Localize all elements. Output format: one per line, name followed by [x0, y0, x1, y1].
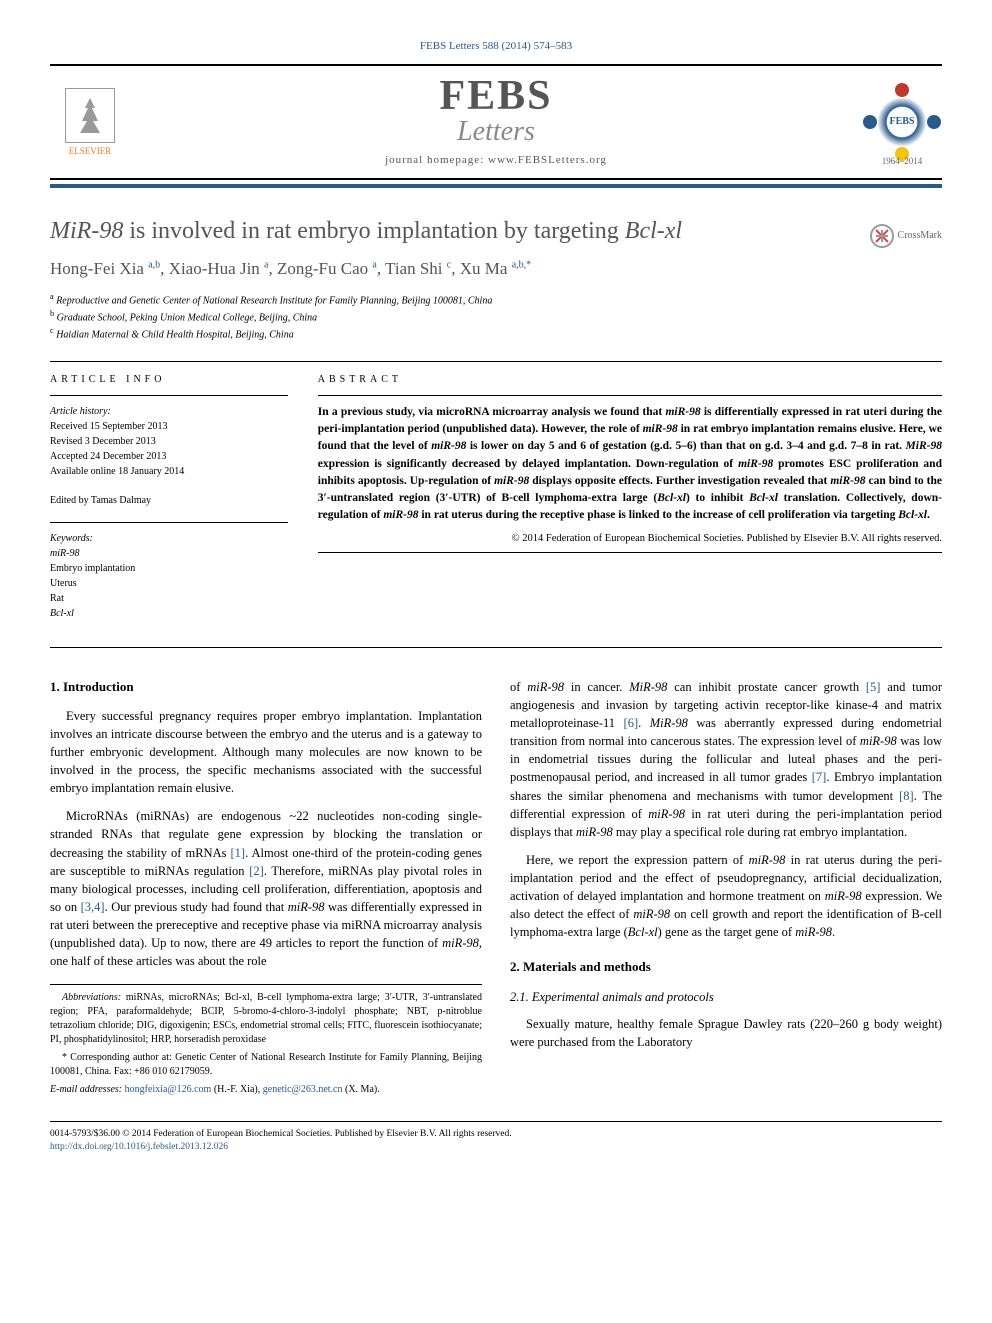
abstract-column: ABSTRACT In a previous study, via microR…	[300, 362, 942, 647]
page-footer: 0014-5793/$36.00 © 2014 Federation of Eu…	[50, 1121, 942, 1153]
footnotes: Abbreviations: miRNAs, microRNAs; Bcl-xl…	[50, 984, 482, 1097]
methods-para-1: Sexually mature, healthy female Sprague …	[510, 1015, 942, 1051]
section-2-heading: 2. Materials and methods	[510, 958, 942, 977]
journal-logo-sub: Letters	[385, 116, 607, 148]
journal-reference: FEBS Letters 588 (2014) 574–583	[50, 40, 942, 52]
author-list: Hong-Fei Xia a,b, Xiao-Hua Jin a, Zong-F…	[50, 259, 942, 279]
history-title: Article history:	[50, 404, 288, 419]
abbreviations-footnote: Abbreviations: miRNAs, microRNAs; Bcl-xl…	[50, 991, 482, 1047]
email-footnote: E-mail addresses: hongfeixia@126.com (H.…	[50, 1083, 482, 1097]
email-link-2[interactable]: genetic@263.net.cn	[263, 1084, 343, 1095]
crossmark-label: CrossMark	[898, 230, 942, 241]
article-info-column: ARTICLE INFO Article history: Received 1…	[50, 362, 300, 647]
footer-issn: 0014-5793/$36.00 © 2014 Federation of Eu…	[50, 1128, 942, 1140]
article-title: MiR-98 is involved in rat embryo implant…	[50, 218, 942, 245]
footer-doi-link[interactable]: http://dx.doi.org/10.1016/j.febslet.2013…	[50, 1142, 228, 1152]
society-badge: FEBS 1964–2014	[862, 82, 942, 162]
intro-para-1: Every successful pregnancy requires prop…	[50, 707, 482, 798]
anniversary-years: 1964–2014	[882, 156, 923, 166]
keywords-title: Keywords:	[50, 531, 288, 546]
journal-logo-main: FEBS	[385, 78, 607, 116]
copyright-line: © 2014 Federation of European Biochemica…	[318, 533, 942, 544]
col2-para-1: of miR-98 in cancer. MiR-98 can inhibit …	[510, 678, 942, 841]
journal-homepage[interactable]: journal homepage: www.FEBSLetters.org	[385, 154, 607, 166]
left-column: 1. Introduction Every successful pregnan…	[50, 678, 482, 1102]
crossmark-badge[interactable]: CrossMark	[870, 224, 942, 248]
article-info-heading: ARTICLE INFO	[50, 374, 288, 385]
crossmark-icon	[870, 224, 894, 248]
keywords-list: miR-98Embryo implantationUterusRatBcl-xl	[50, 546, 288, 621]
affiliations: a Reproductive and Genetic Center of Nat…	[50, 291, 942, 343]
journal-header: ELSEVIER FEBS Letters journal homepage: …	[50, 64, 942, 180]
intro-para-2: MicroRNAs (miRNAs) are endogenous ~22 nu…	[50, 807, 482, 970]
publisher-name: ELSEVIER	[69, 146, 112, 156]
publisher-logo[interactable]: ELSEVIER	[50, 88, 130, 156]
col2-para-2: Here, we report the expression pattern o…	[510, 851, 942, 942]
elsevier-tree-icon	[65, 88, 115, 143]
subsection-2-1-heading: 2.1. Experimental animals and protocols	[510, 988, 942, 1006]
email-link-1[interactable]: hongfeixia@126.com	[125, 1084, 212, 1095]
journal-title-block: FEBS Letters journal homepage: www.FEBSL…	[385, 78, 607, 166]
febs-anniversary-icon: FEBS	[867, 87, 937, 157]
editor-line: Edited by Tamas Dalmay	[50, 493, 288, 508]
history-list: Received 15 September 2013Revised 3 Dece…	[50, 419, 288, 479]
corresponding-author-footnote: * Corresponding author at: Genetic Cente…	[50, 1051, 482, 1079]
abstract-text: In a previous study, via microRNA microa…	[318, 404, 942, 525]
right-column: of miR-98 in cancer. MiR-98 can inhibit …	[510, 678, 942, 1102]
section-1-heading: 1. Introduction	[50, 678, 482, 697]
abstract-heading: ABSTRACT	[318, 374, 942, 385]
